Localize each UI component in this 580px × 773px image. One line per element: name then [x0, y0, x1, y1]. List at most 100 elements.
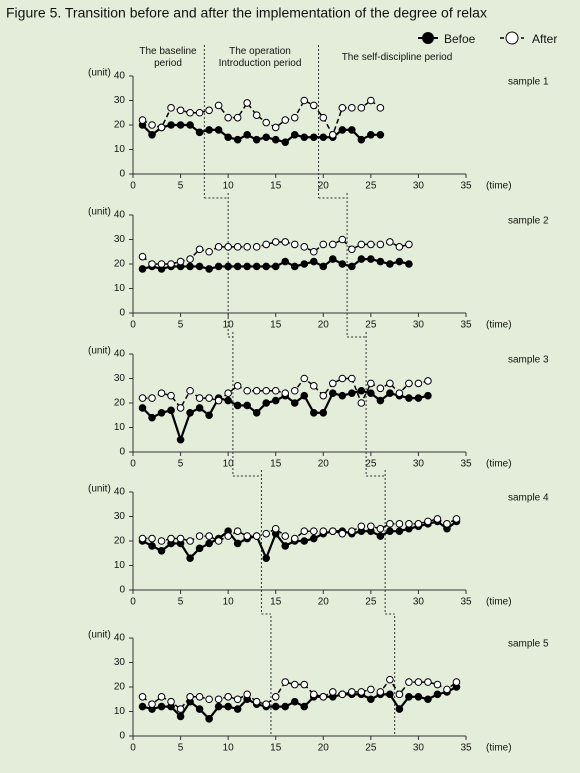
- x-tick-label: 25: [365, 320, 377, 331]
- legend-marker-after: [505, 31, 519, 45]
- x-tick-label: 20: [318, 597, 330, 608]
- point-before: [176, 435, 185, 444]
- point-after: [329, 527, 337, 536]
- x-tick-label: 25: [365, 743, 377, 754]
- phase-label: The self-discipline period: [341, 52, 453, 63]
- point-before: [271, 396, 280, 405]
- point-before: [386, 527, 394, 536]
- point-after: [148, 260, 156, 268]
- point-before: [224, 133, 232, 142]
- x-tick-label: 20: [318, 743, 330, 754]
- point-after: [157, 260, 166, 268]
- line-before: [142, 686, 457, 721]
- x-tick-label: 10: [223, 459, 235, 470]
- y-tick-label: 20: [114, 259, 126, 270]
- point-after: [433, 515, 442, 523]
- point-after: [262, 118, 271, 127]
- point-after: [395, 690, 404, 699]
- point-after: [443, 685, 451, 694]
- figure-title: Figure 5. Transition before and after th…: [6, 5, 487, 21]
- point-after: [300, 374, 309, 383]
- point-after: [376, 524, 385, 533]
- x-tick-label: 20: [318, 181, 330, 192]
- point-before: [376, 257, 385, 266]
- point-before: [252, 262, 261, 271]
- point-after: [271, 693, 280, 701]
- point-after: [243, 386, 251, 395]
- point-before: [309, 409, 318, 417]
- y-tick-label: 30: [114, 234, 126, 245]
- point-after: [395, 243, 404, 251]
- point-after: [452, 515, 461, 523]
- point-before: [214, 702, 223, 711]
- point-after: [319, 391, 328, 400]
- y-axis-label: (unit): [88, 68, 111, 79]
- y-tick-label: 30: [114, 511, 126, 522]
- point-before: [319, 133, 328, 142]
- x-tick-label: 25: [365, 459, 377, 470]
- x-tick-label: 0: [130, 459, 136, 470]
- x-tick-label: 30: [413, 181, 425, 192]
- point-after: [319, 113, 328, 122]
- y-tick-label: 30: [114, 373, 126, 384]
- y-tick-label: 40: [114, 210, 126, 221]
- point-after: [243, 532, 251, 540]
- x-tick-label: 35: [460, 743, 472, 754]
- point-after: [338, 104, 347, 112]
- point-after: [186, 108, 194, 117]
- point-after: [167, 260, 175, 268]
- x-tick-label: 5: [178, 320, 184, 331]
- point-before: [262, 399, 271, 407]
- point-after: [233, 695, 242, 704]
- point-after: [414, 520, 423, 528]
- point-after: [348, 688, 356, 696]
- point-after: [138, 693, 147, 701]
- x-tick-label: 0: [130, 320, 136, 331]
- point-before: [271, 702, 280, 711]
- point-after: [176, 106, 185, 115]
- point-after: [157, 389, 166, 398]
- x-axis-label: (time): [486, 743, 512, 754]
- point-before: [243, 262, 251, 271]
- x-axis-label: (time): [486, 597, 512, 608]
- y-tick-label: 40: [114, 633, 126, 644]
- point-before: [233, 401, 242, 410]
- point-before: [386, 260, 394, 268]
- point-before: [138, 265, 147, 273]
- point-before: [148, 131, 156, 139]
- point-before: [281, 138, 290, 146]
- point-after: [357, 399, 366, 407]
- y-axis-label: (unit): [88, 346, 111, 357]
- point-before: [186, 554, 194, 562]
- point-after: [424, 517, 432, 526]
- point-after: [262, 386, 271, 395]
- x-tick-label: 15: [270, 181, 282, 192]
- point-before: [300, 537, 309, 545]
- point-before: [300, 133, 309, 142]
- point-after: [233, 113, 242, 122]
- point-after: [252, 697, 261, 706]
- x-tick-label: 30: [413, 743, 425, 754]
- point-after: [319, 240, 328, 249]
- panel-title: sample 3: [508, 355, 549, 366]
- point-before: [186, 121, 194, 129]
- point-before: [376, 131, 385, 139]
- point-after: [176, 534, 185, 543]
- point-after: [405, 379, 413, 388]
- point-before: [348, 389, 356, 398]
- point-after: [290, 113, 299, 122]
- point-after: [176, 257, 185, 266]
- point-after: [205, 394, 213, 402]
- point-before: [281, 702, 290, 711]
- point-before: [309, 534, 318, 543]
- point-after: [195, 532, 204, 540]
- point-before: [271, 262, 280, 271]
- x-tick-label: 30: [413, 597, 425, 608]
- point-after: [309, 101, 318, 110]
- point-after: [271, 238, 280, 246]
- point-after: [443, 520, 451, 528]
- point-after: [405, 240, 413, 249]
- point-before: [357, 386, 366, 395]
- point-before: [262, 133, 271, 142]
